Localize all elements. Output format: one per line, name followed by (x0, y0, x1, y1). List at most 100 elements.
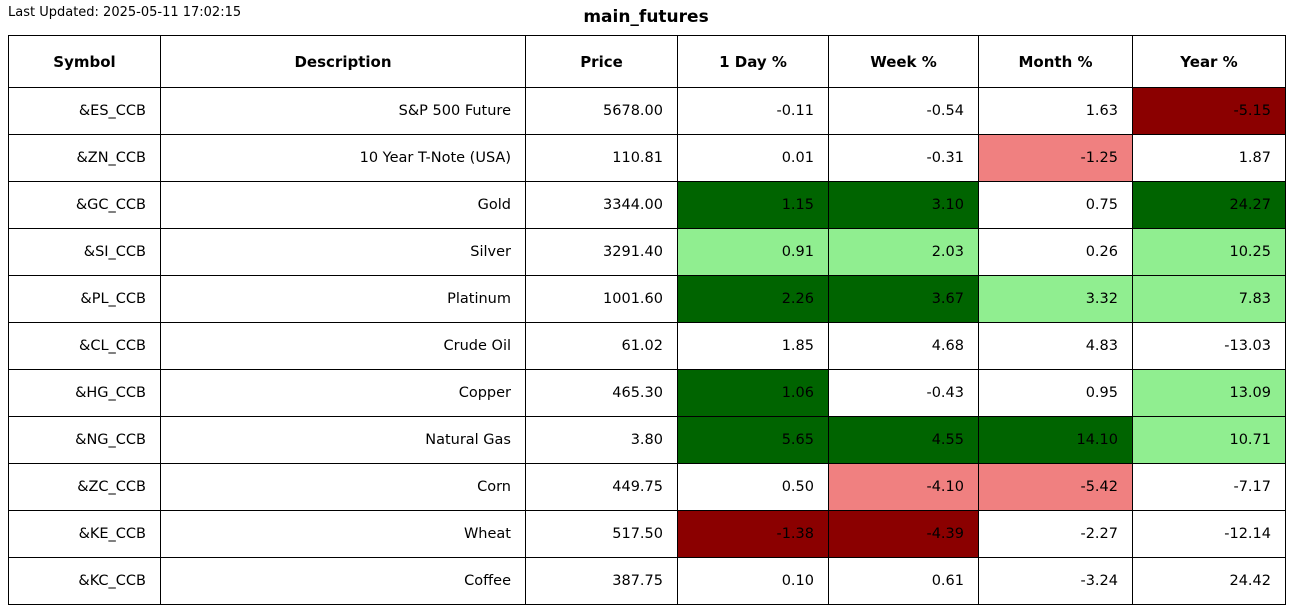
week-percent-cell: -4.10 (828, 463, 979, 511)
symbol-cell: &NG_CCB (8, 416, 161, 464)
price-cell: 3344.00 (525, 181, 678, 229)
column-header-price: Price (525, 35, 678, 88)
week-percent-cell: -0.31 (828, 134, 979, 182)
description-cell: Copper (160, 369, 526, 417)
symbol-cell: &ZC_CCB (8, 463, 161, 511)
month-percent-cell: -1.25 (978, 134, 1133, 182)
symbol-cell: &GC_CCB (8, 181, 161, 229)
1day-percent-cell: 1.06 (677, 369, 829, 417)
table-row: &KE_CCB Wheat 517.50 -1.38 -4.39 -2.27 -12.14 (8, 510, 1286, 558)
1day-percent-cell: 5.65 (677, 416, 829, 464)
column-header-week: Week % (828, 35, 979, 88)
table-row: &ES_CCB S&P 500 Future 5678.00 -0.11 -0.54 1.… (8, 87, 1286, 135)
symbol-cell: &ES_CCB (8, 87, 161, 135)
description-cell: Crude Oil (160, 322, 526, 370)
table-row: &PL_CCB Platinum 1001.60 2.26 3.67 3.32 7.83 (8, 275, 1286, 323)
month-percent-cell: 3.32 (978, 275, 1133, 323)
year-percent-cell: 1.87 (1132, 134, 1286, 182)
month-percent-cell: 1.63 (978, 87, 1133, 135)
1day-percent-cell: 0.50 (677, 463, 829, 511)
week-percent-cell: -4.39 (828, 510, 979, 558)
week-percent-cell: 4.68 (828, 322, 979, 370)
symbol-cell: &ZN_CCB (8, 134, 161, 182)
symbol-cell: &SI_CCB (8, 228, 161, 276)
description-cell: Platinum (160, 275, 526, 323)
symbol-cell: &PL_CCB (8, 275, 161, 323)
top-bar: Last Updated: 2025-05-11 17:02:15 main_f… (0, 0, 1292, 35)
month-percent-cell: -5.42 (978, 463, 1133, 511)
week-percent-cell: 4.55 (828, 416, 979, 464)
column-header-1day: 1 Day % (677, 35, 829, 88)
month-percent-cell: -2.27 (978, 510, 1133, 558)
symbol-cell: &KE_CCB (8, 510, 161, 558)
week-percent-cell: 2.03 (828, 228, 979, 276)
1day-percent-cell: 1.15 (677, 181, 829, 229)
description-cell: 10 Year T-Note (USA) (160, 134, 526, 182)
table-row: &HG_CCB Copper 465.30 1.06 -0.43 0.95 13.09 (8, 369, 1286, 417)
table-row: &GC_CCB Gold 3344.00 1.15 3.10 0.75 24.27 (8, 181, 1286, 229)
table-row: &KC_CCB Coffee 387.75 0.10 0.61 -3.24 24.42 (8, 557, 1286, 605)
1day-percent-cell: -1.38 (677, 510, 829, 558)
page-title: main_futures (583, 7, 709, 27)
column-header-year: Year % (1132, 35, 1286, 88)
year-percent-cell: 10.25 (1132, 228, 1286, 276)
month-percent-cell: 4.83 (978, 322, 1133, 370)
year-percent-cell: 24.42 (1132, 557, 1286, 605)
week-percent-cell: 3.10 (828, 181, 979, 229)
week-percent-cell: 3.67 (828, 275, 979, 323)
price-cell: 3291.40 (525, 228, 678, 276)
symbol-cell: &CL_CCB (8, 322, 161, 370)
description-cell: Gold (160, 181, 526, 229)
1day-percent-cell: 0.10 (677, 557, 829, 605)
symbol-cell: &KC_CCB (8, 557, 161, 605)
year-percent-cell: 13.09 (1132, 369, 1286, 417)
description-cell: S&P 500 Future (160, 87, 526, 135)
price-cell: 5678.00 (525, 87, 678, 135)
week-percent-cell: -0.54 (828, 87, 979, 135)
last-updated-timestamp: Last Updated: 2025-05-11 17:02:15 (8, 5, 242, 20)
price-cell: 517.50 (525, 510, 678, 558)
column-header-symbol: Symbol (8, 35, 161, 88)
1day-percent-cell: -0.11 (677, 87, 829, 135)
month-percent-cell: 0.75 (978, 181, 1133, 229)
1day-percent-cell: 2.26 (677, 275, 829, 323)
table-row: &ZN_CCB 10 Year T-Note (USA) 110.81 0.01 -0.… (8, 134, 1286, 182)
description-cell: Silver (160, 228, 526, 276)
month-percent-cell: 14.10 (978, 416, 1133, 464)
description-cell: Corn (160, 463, 526, 511)
year-percent-cell: -12.14 (1132, 510, 1286, 558)
table-row: &ZC_CCB Corn 449.75 0.50 -4.10 -5.42 -7.17 (8, 463, 1286, 511)
month-percent-cell: -3.24 (978, 557, 1133, 605)
price-cell: 387.75 (525, 557, 678, 605)
table-header-row: Symbol Description Price 1 Day % Week % … (8, 35, 1286, 88)
week-percent-cell: 0.61 (828, 557, 979, 605)
year-percent-cell: -5.15 (1132, 87, 1286, 135)
price-cell: 3.80 (525, 416, 678, 464)
year-percent-cell: 24.27 (1132, 181, 1286, 229)
column-header-description: Description (160, 35, 526, 88)
description-cell: Natural Gas (160, 416, 526, 464)
column-header-month: Month % (978, 35, 1133, 88)
year-percent-cell: 10.71 (1132, 416, 1286, 464)
year-percent-cell: -13.03 (1132, 322, 1286, 370)
price-cell: 110.81 (525, 134, 678, 182)
price-cell: 1001.60 (525, 275, 678, 323)
month-percent-cell: 0.95 (978, 369, 1133, 417)
year-percent-cell: 7.83 (1132, 275, 1286, 323)
symbol-cell: &HG_CCB (8, 369, 161, 417)
week-percent-cell: -0.43 (828, 369, 979, 417)
price-cell: 61.02 (525, 322, 678, 370)
1day-percent-cell: 0.91 (677, 228, 829, 276)
description-cell: Coffee (160, 557, 526, 605)
futures-table: Symbol Description Price 1 Day % Week % … (8, 35, 1286, 605)
description-cell: Wheat (160, 510, 526, 558)
year-percent-cell: -7.17 (1132, 463, 1286, 511)
table-row: &SI_CCB Silver 3291.40 0.91 2.03 0.26 10.25 (8, 228, 1286, 276)
table-row: &NG_CCB Natural Gas 3.80 5.65 4.55 14.10 10.71 (8, 416, 1286, 464)
1day-percent-cell: 0.01 (677, 134, 829, 182)
price-cell: 465.30 (525, 369, 678, 417)
table-row: &CL_CCB Crude Oil 61.02 1.85 4.68 4.83 -13.03 (8, 322, 1286, 370)
futures-table-body: &ES_CCB S&P 500 Future 5678.00 -0.11 -0.54 1.… (8, 87, 1286, 605)
month-percent-cell: 0.26 (978, 228, 1133, 276)
price-cell: 449.75 (525, 463, 678, 511)
